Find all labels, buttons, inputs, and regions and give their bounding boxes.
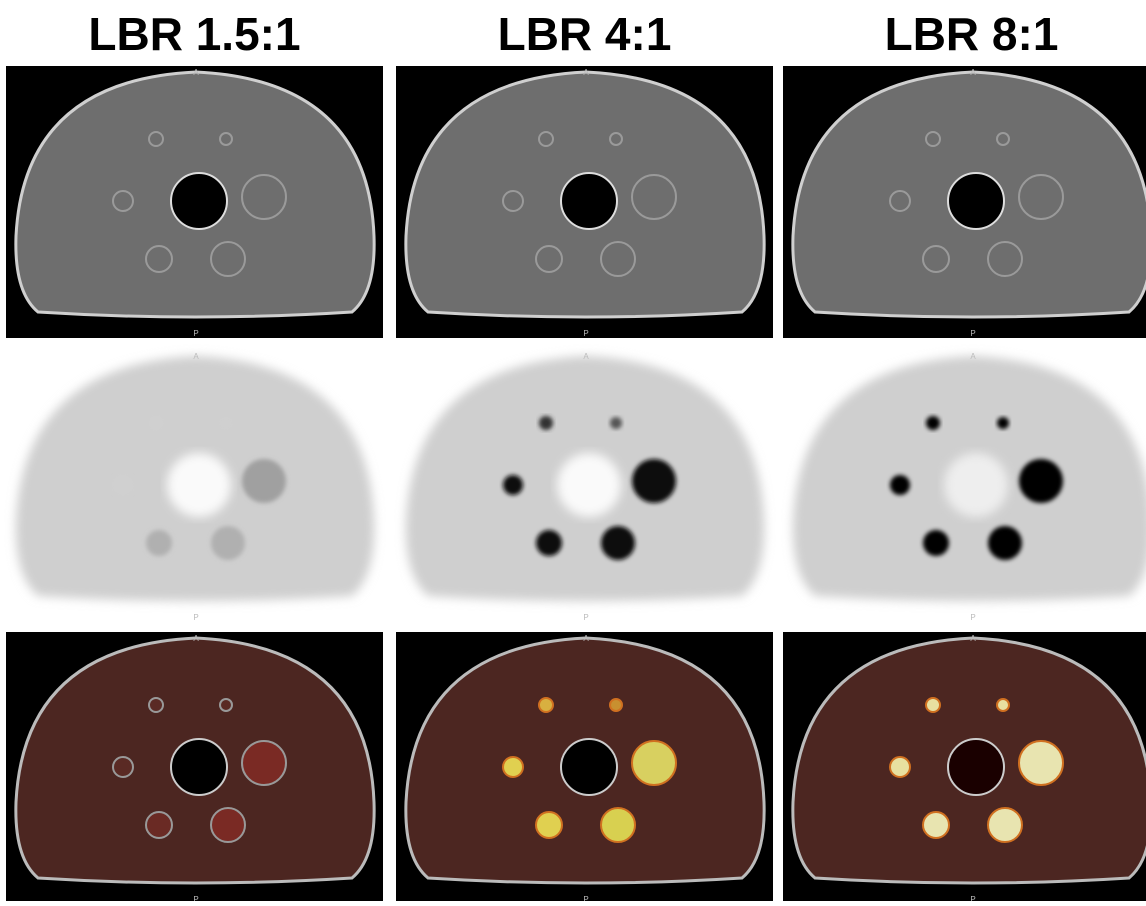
orientation-label: P — [193, 895, 198, 901]
sphere — [923, 812, 949, 838]
sphere — [997, 699, 1009, 711]
orientation-label: A — [970, 68, 976, 77]
orientation-label: A — [970, 352, 976, 361]
sphere — [610, 699, 622, 711]
sphere — [146, 530, 172, 556]
sphere — [146, 812, 172, 838]
sphere — [601, 242, 635, 276]
lung-insert — [948, 173, 1004, 229]
page: LBR 1.5:1APAPAPLBR 4:1APAPAPLBR 8:1APAPA… — [0, 0, 1146, 901]
lung-insert — [944, 453, 1008, 517]
image-panel: AP — [396, 350, 773, 622]
sphere — [211, 526, 245, 560]
sphere — [242, 741, 286, 785]
orientation-label: A — [583, 634, 589, 643]
sphere — [632, 175, 676, 219]
lung-insert — [171, 173, 227, 229]
image-panel: AP — [6, 632, 383, 901]
lung-insert — [561, 739, 617, 795]
sphere — [503, 191, 523, 211]
sphere — [220, 699, 232, 711]
sphere — [601, 526, 635, 560]
orientation-label: A — [583, 68, 589, 77]
sphere — [503, 475, 523, 495]
sphere — [926, 416, 940, 430]
sphere — [211, 808, 245, 842]
figure: LBR 1.5:1APAPAPLBR 4:1APAPAPLBR 8:1APAPA… — [0, 0, 1146, 901]
sphere — [632, 741, 676, 785]
sphere — [539, 132, 553, 146]
sphere — [632, 459, 676, 503]
sphere — [1019, 175, 1063, 219]
sphere — [1019, 741, 1063, 785]
image-panel: AP — [396, 632, 773, 901]
sphere — [997, 417, 1009, 429]
lung-insert — [948, 739, 1004, 795]
orientation-label: P — [583, 613, 588, 622]
image-panel: AP — [6, 66, 383, 338]
sphere — [1019, 459, 1063, 503]
orientation-label: P — [970, 613, 975, 622]
sphere — [988, 526, 1022, 560]
orientation-label: A — [583, 352, 589, 361]
sphere — [146, 246, 172, 272]
sphere — [503, 757, 523, 777]
sphere — [211, 242, 245, 276]
sphere — [536, 812, 562, 838]
sphere — [149, 698, 163, 712]
sphere — [149, 416, 163, 430]
orientation-label: A — [193, 352, 199, 361]
sphere — [242, 175, 286, 219]
image-panel: AP — [6, 350, 383, 622]
sphere — [988, 808, 1022, 842]
sphere — [923, 530, 949, 556]
orientation-label: P — [583, 329, 588, 338]
column-title: LBR 1.5:1 — [88, 8, 300, 60]
sphere — [601, 808, 635, 842]
sphere — [536, 530, 562, 556]
orientation-label: P — [970, 329, 975, 338]
sphere — [610, 133, 622, 145]
orientation-label: A — [193, 68, 199, 77]
sphere — [923, 246, 949, 272]
lung-insert — [561, 173, 617, 229]
sphere — [890, 757, 910, 777]
orientation-label: A — [193, 634, 199, 643]
sphere — [113, 475, 133, 495]
lung-insert — [167, 453, 231, 517]
sphere — [242, 459, 286, 503]
lung-insert — [171, 739, 227, 795]
orientation-label: P — [970, 895, 975, 901]
orientation-label: P — [583, 895, 588, 901]
sphere — [890, 475, 910, 495]
sphere — [988, 242, 1022, 276]
orientation-label: P — [193, 613, 198, 622]
sphere — [220, 417, 232, 429]
sphere — [926, 132, 940, 146]
sphere — [220, 133, 232, 145]
sphere — [926, 698, 940, 712]
sphere — [890, 191, 910, 211]
image-panel: AP — [783, 350, 1146, 622]
sphere — [113, 191, 133, 211]
image-panel: AP — [783, 66, 1146, 338]
column-title: LBR 8:1 — [885, 8, 1059, 60]
orientation-label: P — [193, 329, 198, 338]
image-panel: AP — [396, 66, 773, 338]
sphere — [610, 417, 622, 429]
orientation-label: A — [970, 634, 976, 643]
sphere — [997, 133, 1009, 145]
sphere — [113, 757, 133, 777]
sphere — [539, 416, 553, 430]
image-panel: AP — [783, 632, 1146, 901]
lung-insert — [557, 453, 621, 517]
sphere — [149, 132, 163, 146]
sphere — [536, 246, 562, 272]
column-title: LBR 4:1 — [498, 8, 672, 60]
sphere — [539, 698, 553, 712]
